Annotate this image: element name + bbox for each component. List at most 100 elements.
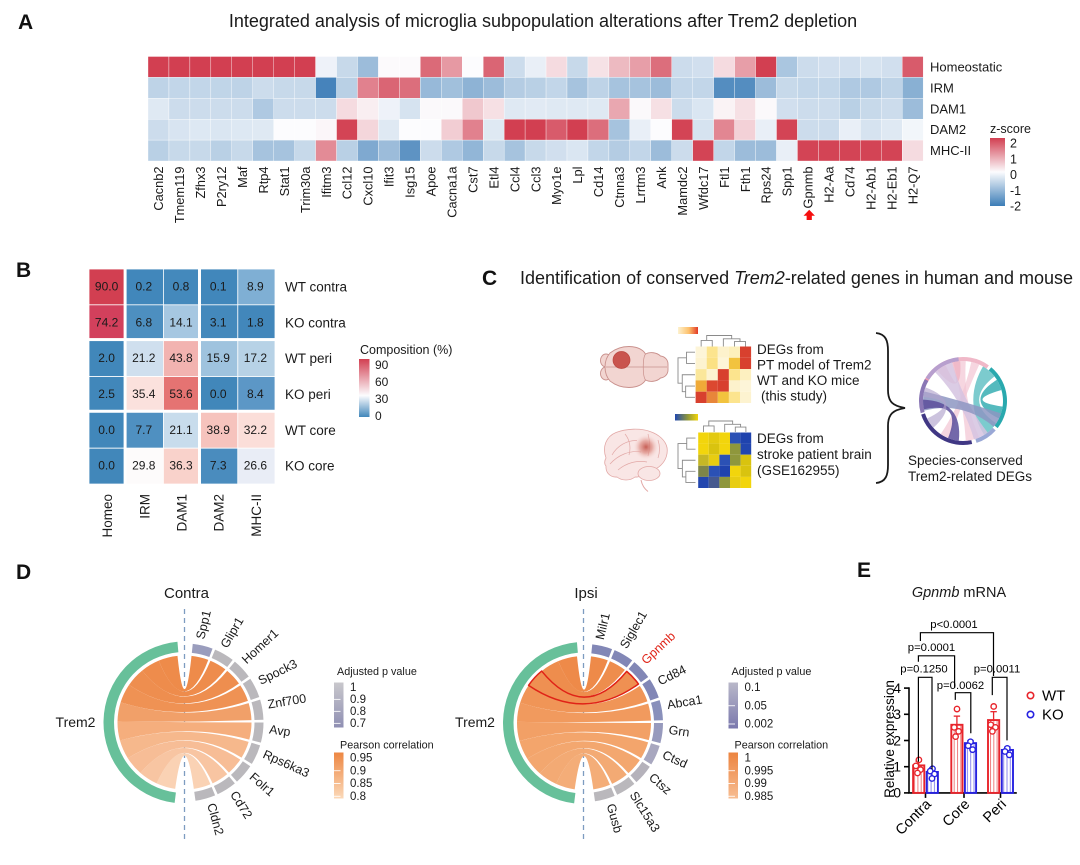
svg-text:P2ry12: P2ry12 xyxy=(214,167,229,208)
svg-text:B: B xyxy=(16,259,31,282)
svg-text:Trim30a: Trim30a xyxy=(298,166,313,213)
svg-text:H2-Ab1: H2-Ab1 xyxy=(863,167,878,210)
svg-text:Contra: Contra xyxy=(164,585,210,602)
svg-text:Trem2: Trem2 xyxy=(56,714,96,730)
svg-text:p=0.0001: p=0.0001 xyxy=(908,642,955,654)
svg-text:0.1: 0.1 xyxy=(745,682,761,694)
svg-text:z-score: z-score xyxy=(990,122,1031,136)
svg-text:Pearson correlation: Pearson correlation xyxy=(735,740,829,752)
svg-text:Homeo: Homeo xyxy=(100,494,115,538)
svg-text:2: 2 xyxy=(1010,137,1017,151)
svg-text:Znf700: Znf700 xyxy=(267,691,308,711)
svg-text:H2-Aa: H2-Aa xyxy=(822,166,837,203)
svg-text:1.8: 1.8 xyxy=(247,315,264,329)
svg-text:3.1: 3.1 xyxy=(210,315,227,329)
svg-text:KO contra: KO contra xyxy=(285,315,346,330)
svg-text:15.9: 15.9 xyxy=(207,351,231,365)
svg-text:Rps24: Rps24 xyxy=(759,167,774,204)
svg-text:26.6: 26.6 xyxy=(244,459,268,473)
svg-text:MHC-II: MHC-II xyxy=(249,494,264,537)
svg-text:DAM2: DAM2 xyxy=(930,122,966,137)
svg-text:Homeostatic: Homeostatic xyxy=(930,59,1003,74)
svg-text:Ccl4: Ccl4 xyxy=(507,167,522,193)
svg-text:2: 2 xyxy=(893,732,901,748)
svg-text:0.2: 0.2 xyxy=(135,279,152,293)
svg-text:Ifit3: Ifit3 xyxy=(382,167,397,188)
svg-text:Cst7: Cst7 xyxy=(465,167,480,193)
svg-text:-2: -2 xyxy=(1010,200,1021,214)
svg-text:0: 0 xyxy=(1010,168,1017,182)
svg-text:1: 1 xyxy=(893,759,901,775)
svg-text:H2-Q7: H2-Q7 xyxy=(905,167,920,205)
svg-text:E: E xyxy=(857,559,871,582)
svg-text:WT contra: WT contra xyxy=(285,279,348,294)
svg-text:Identification of conserved Tr: Identification of conserved Trem2-relate… xyxy=(520,268,1073,288)
svg-text:WT peri: WT peri xyxy=(285,351,332,366)
svg-text:Lrrtm3: Lrrtm3 xyxy=(633,167,648,204)
svg-text:0.8: 0.8 xyxy=(350,791,366,803)
svg-text:6.8: 6.8 xyxy=(135,315,152,329)
svg-text:Abca1: Abca1 xyxy=(666,692,703,712)
svg-text:D: D xyxy=(16,561,31,584)
svg-text:A: A xyxy=(18,11,33,34)
svg-text:C: C xyxy=(482,267,497,290)
svg-text:Ccl3: Ccl3 xyxy=(528,167,543,193)
svg-text:stroke patient brain: stroke patient brain xyxy=(757,447,872,462)
svg-text:21.1: 21.1 xyxy=(169,423,193,437)
svg-text:21.2: 21.2 xyxy=(132,351,156,365)
svg-text:0.9: 0.9 xyxy=(350,694,366,706)
svg-text:43.8: 43.8 xyxy=(169,351,193,365)
svg-text:Maf: Maf xyxy=(235,166,250,188)
svg-text:H2-Eb1: H2-Eb1 xyxy=(884,167,899,210)
svg-text:Cacna1a: Cacna1a xyxy=(444,166,459,218)
svg-text:Cd14: Cd14 xyxy=(591,167,606,198)
svg-text:KO: KO xyxy=(1042,707,1064,724)
svg-text:DEGs from: DEGs from xyxy=(757,431,824,446)
svg-text:0.0: 0.0 xyxy=(98,423,115,437)
svg-text:30: 30 xyxy=(375,392,389,406)
svg-text:Ftl1: Ftl1 xyxy=(717,167,732,188)
svg-text:Pearson correlation: Pearson correlation xyxy=(340,740,434,752)
svg-text:2.0: 2.0 xyxy=(98,351,115,365)
svg-text:Grn: Grn xyxy=(668,723,691,740)
svg-text:60: 60 xyxy=(375,375,389,389)
svg-text:Lpl: Lpl xyxy=(570,167,585,184)
svg-text:p=0.1250: p=0.1250 xyxy=(900,664,947,676)
svg-text:8.4: 8.4 xyxy=(247,387,264,401)
svg-text:Species-conserved: Species-conserved xyxy=(908,453,1023,468)
svg-text:Trem2: Trem2 xyxy=(455,714,495,730)
svg-text:DAM2: DAM2 xyxy=(212,494,227,532)
svg-text:-1: -1 xyxy=(1010,184,1021,198)
svg-text:0.1: 0.1 xyxy=(210,279,227,293)
svg-text:0.002: 0.002 xyxy=(745,719,774,731)
svg-text:(GSE162955): (GSE162955) xyxy=(757,463,840,478)
svg-text:IRM: IRM xyxy=(930,80,954,95)
svg-text:74.2: 74.2 xyxy=(95,315,119,329)
svg-text:Etl4: Etl4 xyxy=(486,167,501,189)
svg-text:Cd74: Cd74 xyxy=(843,167,858,198)
svg-text:Gpnmb mRNA: Gpnmb mRNA xyxy=(912,585,1007,601)
svg-text:36.3: 36.3 xyxy=(169,459,193,473)
svg-text:3: 3 xyxy=(893,706,901,722)
svg-text:(this study): (this study) xyxy=(761,389,827,404)
svg-text:38.9: 38.9 xyxy=(207,423,231,437)
svg-text:53.6: 53.6 xyxy=(169,387,193,401)
svg-text:Adjusted p value: Adjusted p value xyxy=(337,666,417,678)
svg-text:Zfhx3: Zfhx3 xyxy=(193,167,208,199)
svg-text:KO core: KO core xyxy=(285,459,335,474)
svg-text:WT: WT xyxy=(1042,688,1065,705)
svg-text:1: 1 xyxy=(350,682,356,694)
svg-text:0.9: 0.9 xyxy=(350,765,366,777)
svg-text:Fth1: Fth1 xyxy=(738,167,753,193)
svg-text:MHC-II: MHC-II xyxy=(930,143,971,158)
svg-text:p=0.0062: p=0.0062 xyxy=(937,680,984,692)
svg-text:WT core: WT core xyxy=(285,423,336,438)
svg-text:IRM: IRM xyxy=(137,494,152,519)
svg-text:Spp1: Spp1 xyxy=(780,167,795,197)
svg-text:4: 4 xyxy=(893,680,901,696)
svg-text:7.3: 7.3 xyxy=(210,459,227,473)
svg-text:1: 1 xyxy=(1010,152,1017,166)
svg-text:90: 90 xyxy=(375,358,389,372)
svg-text:Tmem119: Tmem119 xyxy=(172,167,187,224)
svg-text:Composition (%): Composition (%) xyxy=(360,343,452,357)
